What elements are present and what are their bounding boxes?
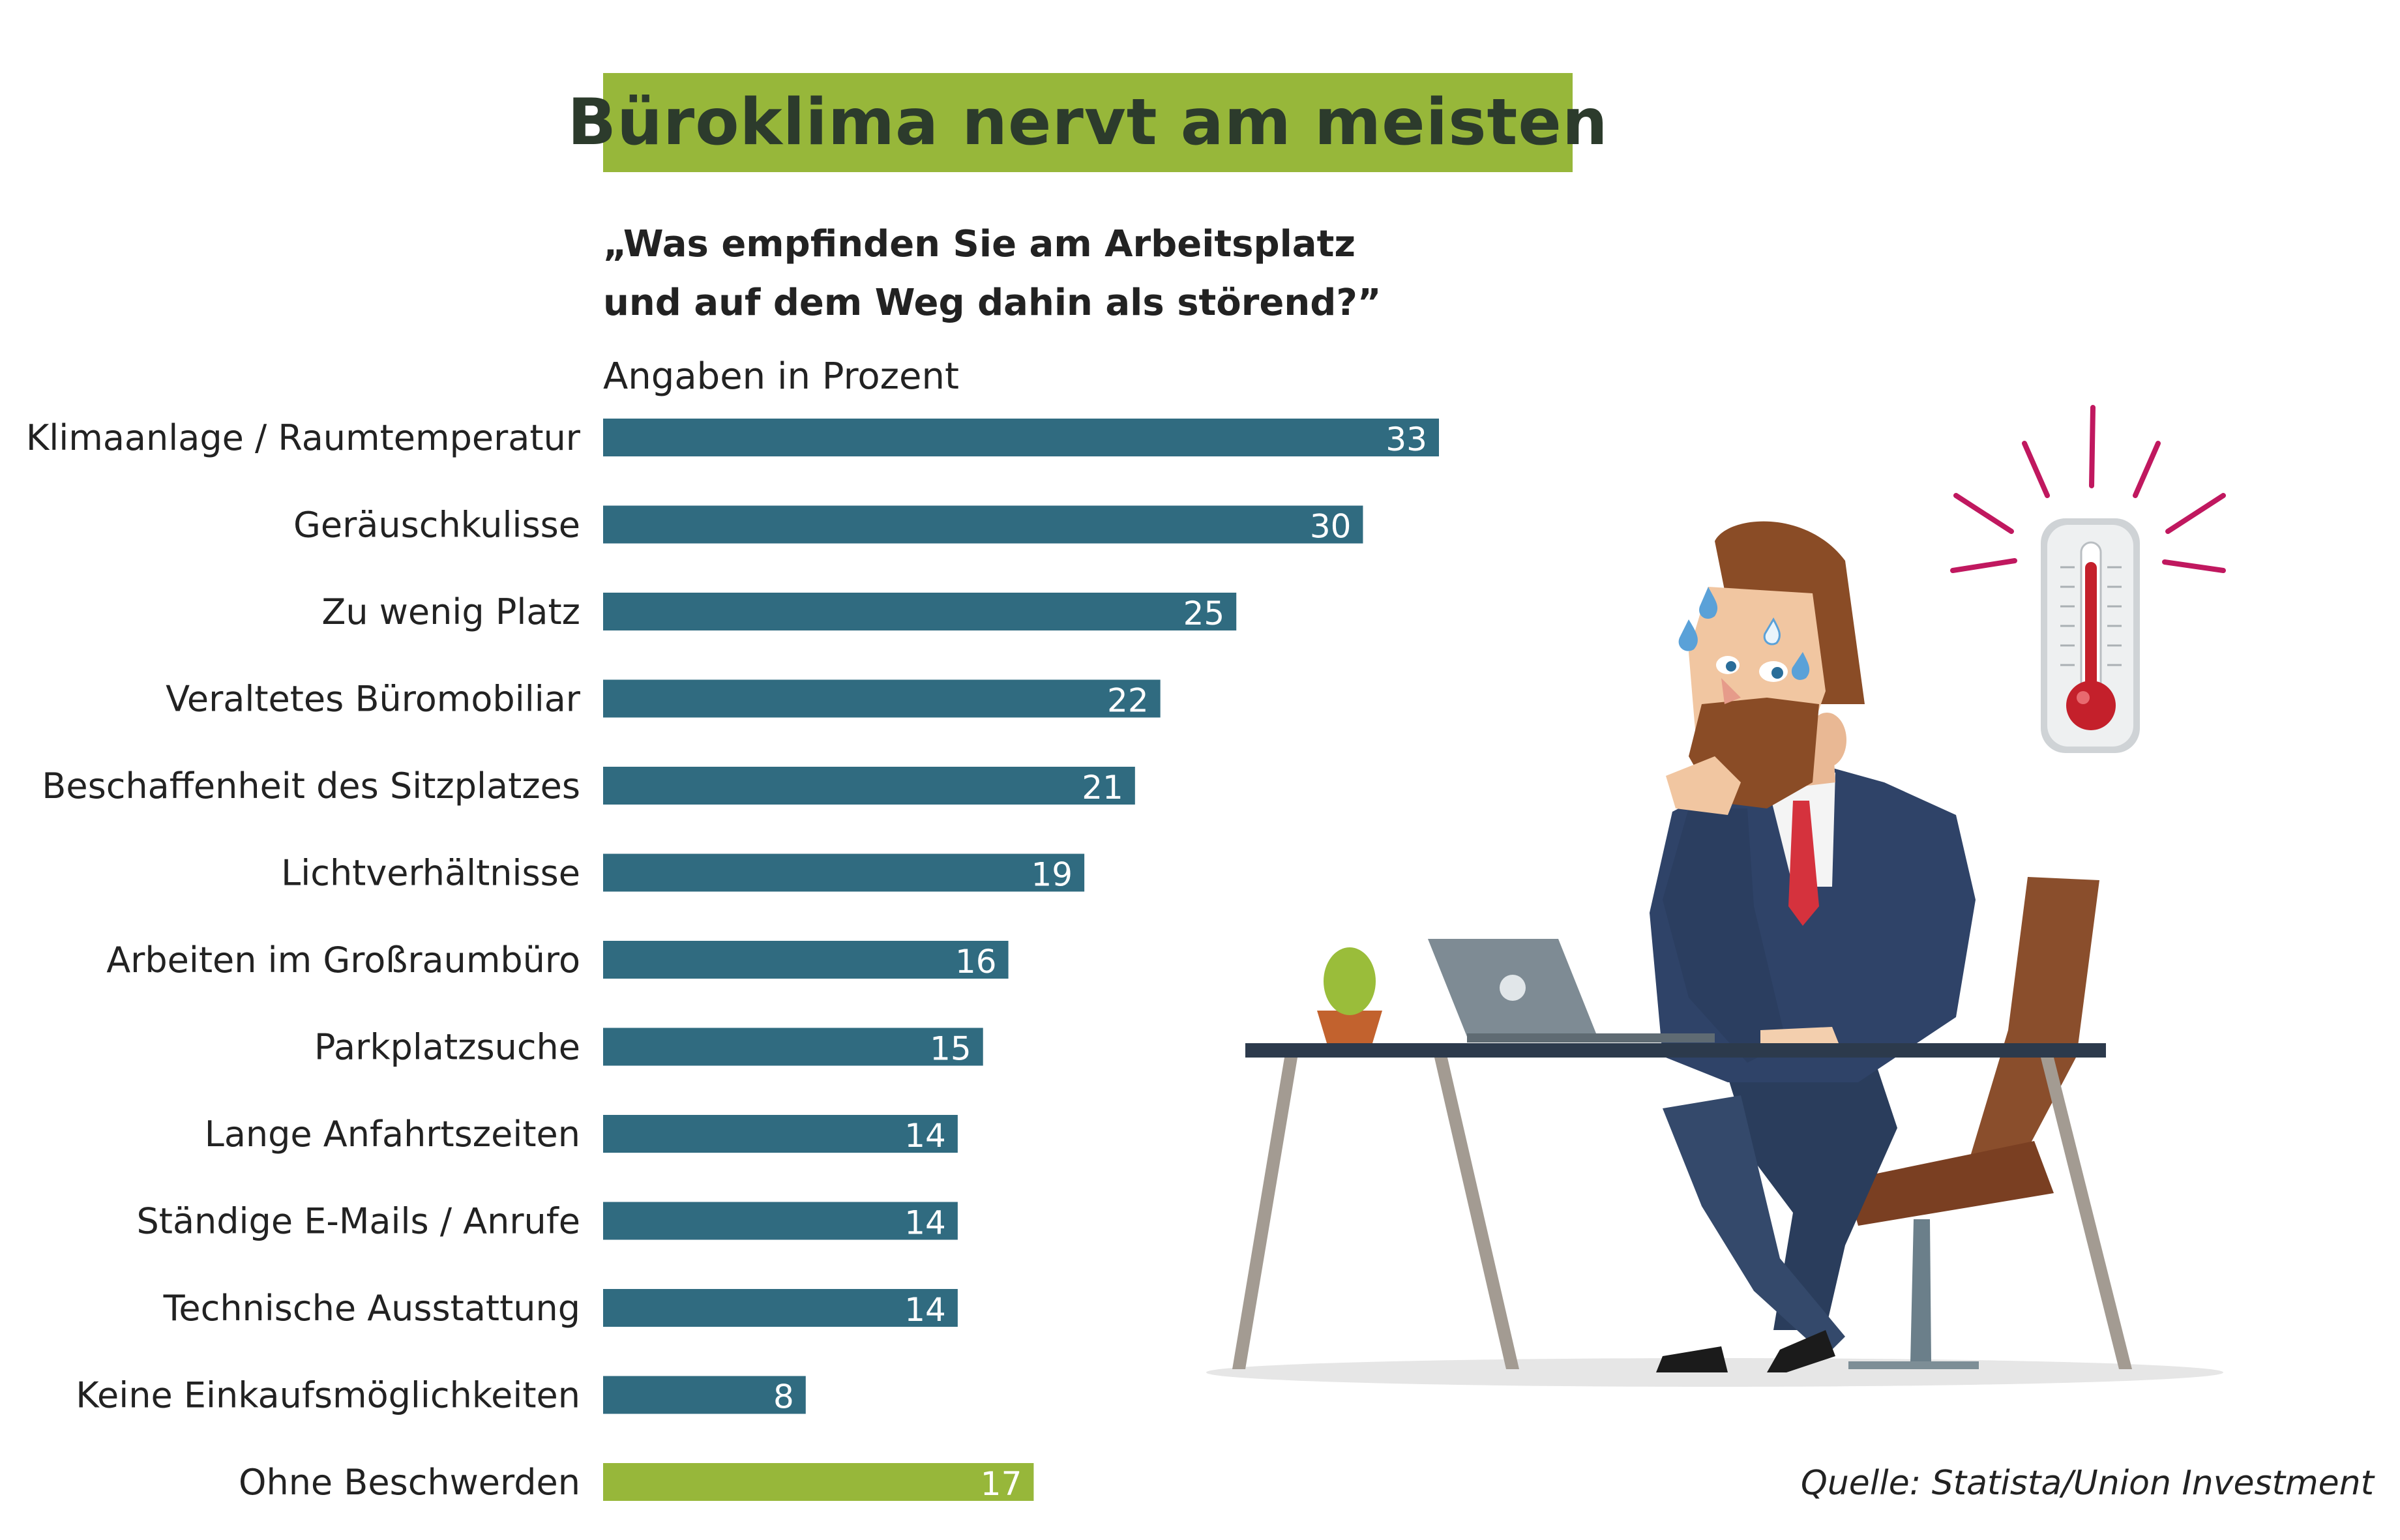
category-label-1: Geräuschkulisse xyxy=(293,505,580,546)
chart-title: Büroklima nervt am meisten xyxy=(567,85,1608,160)
category-label-12: Ohne Beschwerden xyxy=(239,1462,580,1503)
cactus-pot xyxy=(1317,1011,1382,1043)
laptop-base xyxy=(1467,1033,1715,1043)
value-label-10: 14 xyxy=(904,1291,946,1329)
chair-back xyxy=(1969,877,2099,1174)
person-legs xyxy=(1721,1050,1897,1330)
category-label-2: Zu wenig Platz xyxy=(321,591,580,632)
category-label-11: Keine Einkaufsmöglichkeiten xyxy=(76,1375,580,1416)
sweat-drop-4 xyxy=(1791,652,1810,680)
category-label-0: Klimaanlage / Raumtemperatur xyxy=(26,417,581,458)
subtitle-line-2: und auf dem Weg dahin als störend?” xyxy=(603,282,1382,324)
shoe-left xyxy=(1656,1346,1728,1372)
value-label-2: 25 xyxy=(1183,595,1225,632)
bar-3 xyxy=(603,679,1161,718)
bar-12 xyxy=(603,1463,1034,1501)
title-banner: Büroklima nervt am meisten xyxy=(567,73,1608,172)
sweat-drop-1 xyxy=(1699,587,1718,619)
desk-leg-3 xyxy=(2041,1058,2132,1369)
necktie xyxy=(1788,801,1819,926)
person-hair xyxy=(1715,521,1865,704)
bar-8 xyxy=(603,1115,958,1153)
source-note: Quelle: Statista/Union Investment xyxy=(1800,1464,2374,1503)
category-label-10: Technische Ausstattung xyxy=(163,1288,580,1329)
alarm-rays xyxy=(1950,405,2226,573)
desk-leg-2 xyxy=(1434,1058,1519,1369)
value-label-6: 16 xyxy=(955,943,997,981)
bar-11 xyxy=(603,1376,806,1414)
bar-0 xyxy=(603,419,1439,456)
bar-10 xyxy=(603,1289,958,1327)
person-nose xyxy=(1721,678,1741,704)
value-label-5: 19 xyxy=(1031,856,1073,894)
bar-1 xyxy=(603,505,1363,544)
value-label-8: 14 xyxy=(904,1117,946,1155)
value-label-0: 33 xyxy=(1385,421,1427,458)
value-label-11: 8 xyxy=(773,1378,794,1416)
desk-top xyxy=(1245,1043,2106,1058)
bar-4 xyxy=(603,767,1135,805)
bar-7 xyxy=(603,1028,983,1066)
person-arm xyxy=(1663,808,1786,1063)
category-label-9: Ständige E-Mails / Anrufe xyxy=(137,1201,580,1242)
desk-leg-1 xyxy=(1232,1058,1297,1369)
bar-6 xyxy=(603,941,1009,979)
category-label-6: Arbeiten im Großraumbüro xyxy=(106,940,580,981)
person-hand-chin xyxy=(1666,756,1741,815)
value-label-1: 30 xyxy=(1310,508,1352,546)
chair-seat xyxy=(1845,1141,2054,1226)
sweat-drop-2 xyxy=(1678,619,1698,651)
thermometer-icon xyxy=(2041,518,2140,753)
category-label-3: Veraltetes Büromobiliar xyxy=(166,679,581,720)
person-leg-front xyxy=(1663,1095,1845,1356)
value-label-9: 14 xyxy=(904,1204,946,1242)
category-label-8: Lange Anfahrtszeiten xyxy=(205,1114,580,1155)
value-label-7: 15 xyxy=(930,1030,971,1068)
person-hand xyxy=(1760,1027,1839,1043)
value-label-3: 22 xyxy=(1107,682,1149,720)
bar-2 xyxy=(603,593,1237,630)
bar-9 xyxy=(603,1202,958,1240)
bar-5 xyxy=(603,853,1085,892)
sweat-drop-3 xyxy=(1763,617,1781,645)
category-label-4: Beschaffenheit des Sitzplatzes xyxy=(42,765,580,807)
laptop-logo xyxy=(1500,975,1526,1001)
category-label-7: Parkplatzsuche xyxy=(314,1027,580,1068)
businessman-illustration xyxy=(1206,405,2226,1387)
chair-base xyxy=(1848,1361,1979,1369)
subtitle-line-1: „Was empfinden Sie am Arbeitsplatz xyxy=(603,223,1356,265)
chair-stand xyxy=(1910,1219,1931,1363)
chart-subtitle: „Was empfinden Sie am Arbeitsplatz und a… xyxy=(603,215,1382,333)
value-label-12: 17 xyxy=(981,1465,1022,1503)
unit-label: Angaben in Prozent xyxy=(603,355,959,398)
shoe-right xyxy=(1767,1330,1835,1372)
cactus-icon xyxy=(1324,947,1376,1015)
value-label-4: 21 xyxy=(1082,769,1123,807)
category-label-5: Lichtverhältnisse xyxy=(281,853,580,894)
